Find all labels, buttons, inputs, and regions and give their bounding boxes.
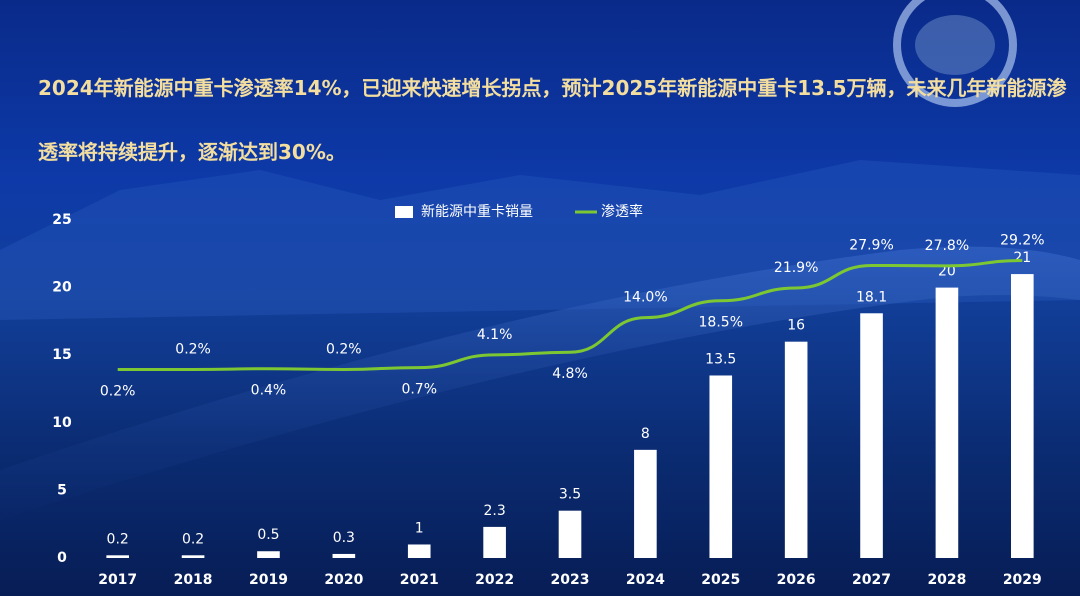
bar <box>709 375 733 558</box>
bar <box>935 287 959 558</box>
bar-label: 3.5 <box>559 487 581 503</box>
bar <box>257 551 280 558</box>
legend-label: 渗透率 <box>601 203 643 220</box>
bar-label: 1 <box>415 520 424 536</box>
line <box>117 259 1023 371</box>
line-label: 0.2% <box>175 341 211 357</box>
x-tick-label: 2023 <box>551 572 590 588</box>
line-label: 4.8% <box>552 366 588 382</box>
line-label: 27.9% <box>849 237 893 253</box>
x-tick-label: 2017 <box>98 572 137 588</box>
bar <box>634 449 657 558</box>
x-tick-label: 2028 <box>927 572 966 588</box>
logo <box>893 0 1017 107</box>
x-tick-label: 2024 <box>626 572 665 588</box>
x-tick-label: 2029 <box>1003 572 1042 588</box>
line-label: 21.9% <box>774 260 818 276</box>
bar <box>1011 274 1034 558</box>
bar-label: 8 <box>641 426 650 442</box>
bar-label: 0.3 <box>333 530 355 546</box>
line-label: 0.2% <box>326 341 362 357</box>
line-label: 14.0% <box>623 290 667 306</box>
y-tick-label: 0 <box>57 550 67 566</box>
line-label: 4.1% <box>477 327 513 343</box>
x-tick-label: 2025 <box>701 572 740 588</box>
x-tick-label: 2020 <box>324 572 363 588</box>
bar <box>106 555 129 558</box>
road <box>0 246 1080 520</box>
bar <box>332 553 356 558</box>
bar-label: 13.5 <box>705 351 736 367</box>
y-tick-label: 15 <box>52 347 71 363</box>
line-label: 27.8% <box>925 238 969 254</box>
logo-inner <box>915 15 995 75</box>
bar <box>558 510 582 558</box>
bar <box>860 313 883 558</box>
bar-label: 0.2 <box>182 531 204 547</box>
bar-label: 21 <box>1013 250 1031 266</box>
line-label: 0.2% <box>100 383 136 399</box>
y-tick-label: 20 <box>52 280 72 296</box>
bar <box>181 555 205 558</box>
x-tick-label: 2018 <box>174 572 213 588</box>
x-tick-label: 2022 <box>475 572 514 588</box>
bar <box>483 526 506 558</box>
bar-label: 20 <box>938 264 956 280</box>
y-tick-label: 10 <box>52 415 72 431</box>
x-tick-label: 2021 <box>400 572 439 588</box>
y-tick-label: 5 <box>57 482 67 498</box>
title: 2024年新能源中重卡渗透率14%，已迎来快速增长拐点，预计2025年新能源中重… <box>38 76 1067 164</box>
bar-label: 0.5 <box>257 527 279 543</box>
legend-label: 新能源中重卡销量 <box>421 204 533 220</box>
bar-label: 2.3 <box>483 503 505 519</box>
bar-label: 16 <box>787 318 805 334</box>
line-label: 18.5% <box>699 315 743 331</box>
bar <box>407 544 431 558</box>
legend-swatch <box>395 206 413 218</box>
x-tick-label: 2019 <box>249 572 288 588</box>
x-tick-label: 2027 <box>852 572 891 588</box>
y-tick-label: 25 <box>52 212 71 228</box>
line-label: 0.4% <box>251 383 287 399</box>
bar <box>784 341 808 558</box>
line-label: 0.7% <box>401 382 437 398</box>
line-label: 29.2% <box>1000 233 1044 249</box>
x-tick-label: 2026 <box>777 572 816 588</box>
bar-label: 0.2 <box>107 531 129 547</box>
bar-label: 18.1 <box>856 289 887 305</box>
